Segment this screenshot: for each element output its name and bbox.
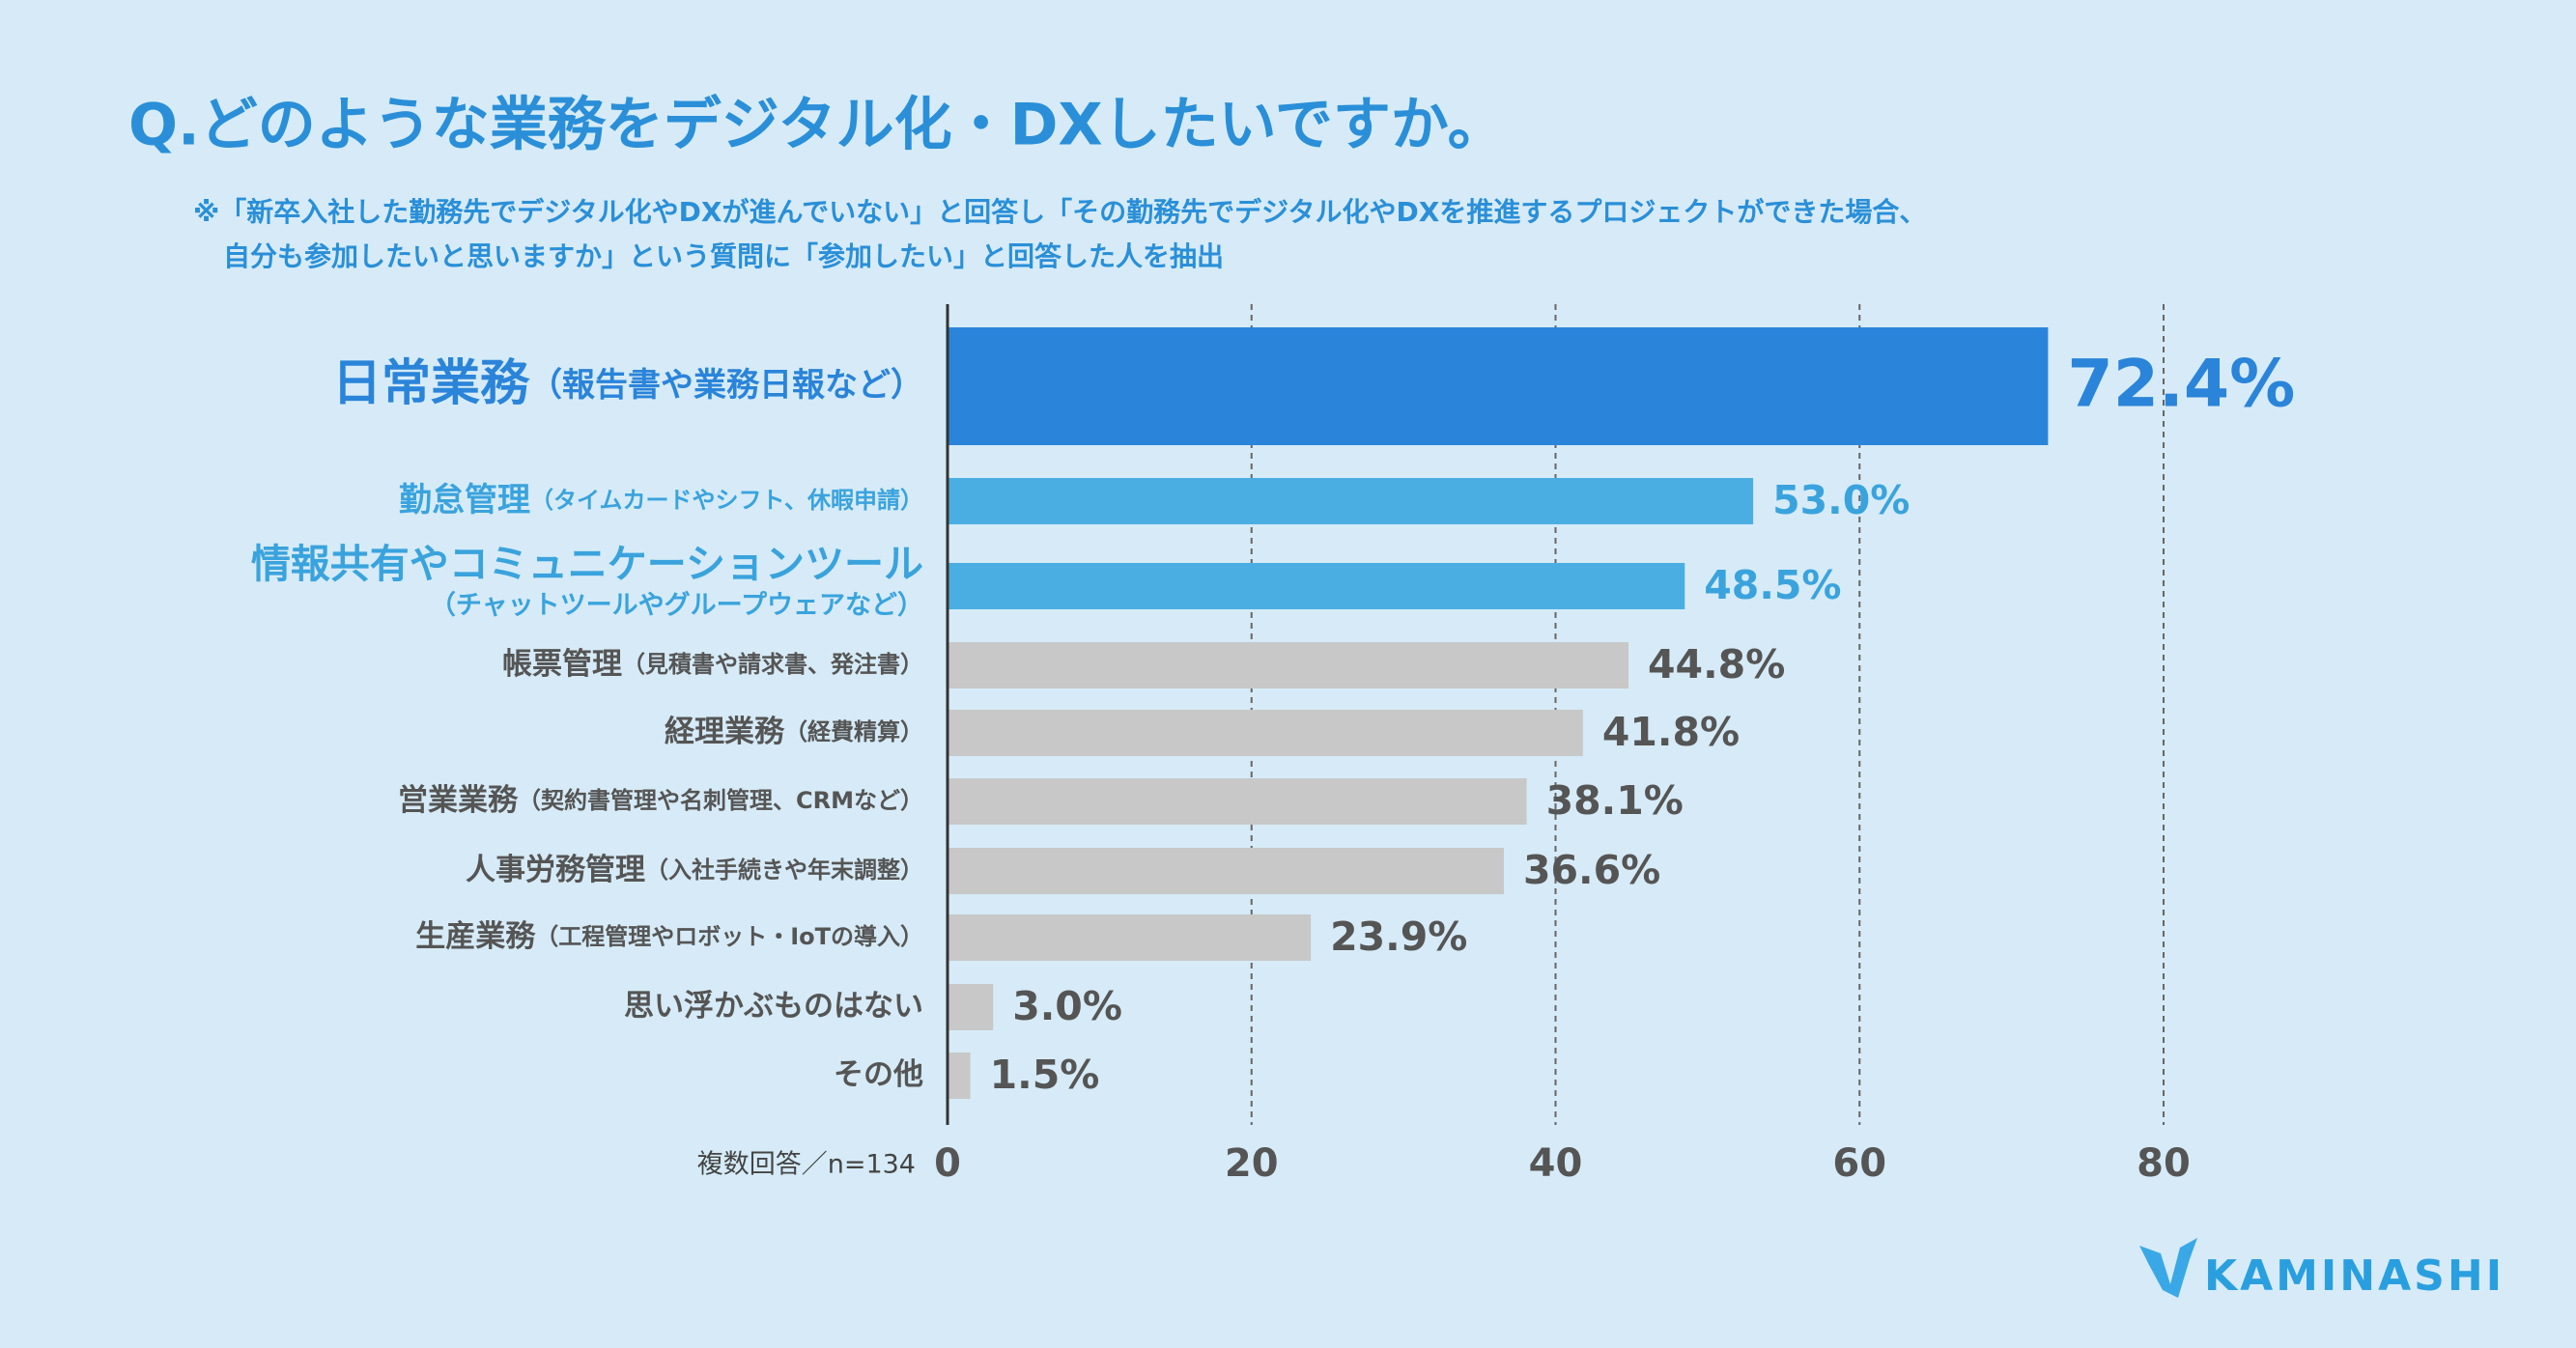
x-tick-label: 40 — [1529, 1141, 1583, 1186]
value-label: 41.8% — [1602, 709, 1740, 755]
bar — [948, 710, 1583, 756]
category-name: 経理業務 — [665, 715, 785, 749]
value-label: 23.9% — [1330, 913, 1467, 960]
category-name: 営業業務 — [398, 783, 519, 818]
sample-note: 複数回答／n=134 — [697, 1150, 916, 1180]
value-label: 1.5% — [990, 1052, 1100, 1098]
x-tick-label: 80 — [2137, 1141, 2191, 1186]
value-label: 3.0% — [1012, 983, 1122, 1029]
bar — [948, 327, 2049, 445]
category-note: （経費精算） — [784, 718, 923, 745]
bar — [948, 478, 1754, 524]
category-name: 帳票管理 — [502, 647, 622, 682]
category-name: 勤怠管理 — [399, 481, 530, 520]
chart-title: Q.どのような業務をデジタル化・DXしたいですか。 — [128, 92, 1506, 159]
x-tick-label: 60 — [1832, 1141, 1886, 1186]
value-label: 44.8% — [1648, 641, 1785, 688]
category-label: 思い浮かぶものはない — [624, 989, 923, 1024]
logo-icon — [2139, 1238, 2197, 1298]
category-note: （入社手続きや年末調整） — [645, 857, 923, 884]
category-note: （契約書管理や名刺管理、CRMなど） — [518, 787, 923, 814]
category-label: 勤怠管理（タイムカードやシフト、休暇申請） — [399, 481, 923, 520]
category-note: （チャットツールやグループウェアなど） — [430, 590, 923, 621]
bar — [948, 1053, 971, 1099]
category-label: 情報共有やコミュニケーションツール — [251, 541, 923, 587]
brand: KAMINASHI — [2204, 1251, 2505, 1301]
category-note: （見積書や請求書、発注書） — [622, 651, 923, 678]
category-name: 思い浮かぶものはない — [624, 989, 923, 1024]
value-label: 36.6% — [1523, 847, 1660, 893]
category-label: 経理業務（経費精算） — [665, 715, 923, 749]
category-label: その他 — [834, 1057, 923, 1092]
category-note: （タイムカードやシフト、休暇申請） — [530, 487, 923, 514]
x-tick-label: 0 — [934, 1141, 961, 1186]
chart-subtitle: ※「新卒入社した勤務先でデジタル化やDXが進んでいない」と回答し「その勤務先でデ… — [193, 196, 1926, 228]
category-label: 帳票管理（見積書や請求書、発注書） — [502, 647, 923, 682]
category-note: （報告書や業務日報など） — [529, 366, 923, 405]
category-name: 生産業務 — [415, 919, 536, 954]
x-tick-label: 20 — [1225, 1141, 1279, 1186]
category-label: 人事労務管理（入社手続きや年末調整） — [466, 853, 923, 887]
bar — [948, 984, 994, 1030]
category-label: 日常業務（報告書や業務日報など） — [332, 355, 923, 412]
category-name: 人事労務管理 — [466, 853, 645, 887]
bar — [948, 914, 1312, 961]
value-label: 72.4% — [2067, 347, 2295, 423]
category-note: （工程管理やロボット・IoTの導入） — [535, 923, 923, 950]
category-label: 営業業務（契約書管理や名刺管理、CRMなど） — [398, 783, 923, 818]
chart-subtitle: 自分も参加したいと思いますか」という質問に「参加したい」と回答した人を抽出 — [223, 240, 1224, 272]
value-label: 38.1% — [1546, 777, 1684, 824]
bar — [948, 848, 1504, 894]
bar — [948, 563, 1685, 609]
category-label: 生産業務（工程管理やロボット・IoTの導入） — [415, 919, 923, 954]
category-name: 日常業務 — [332, 355, 530, 412]
logo: KAMINASHI — [2139, 1238, 2505, 1301]
bar — [948, 642, 1629, 688]
value-label: 53.0% — [1772, 477, 1910, 523]
value-label: 48.5% — [1704, 562, 1841, 608]
category-name: 情報共有やコミュニケーションツール — [251, 541, 923, 587]
category-name: その他 — [834, 1057, 923, 1092]
bar — [948, 778, 1527, 825]
